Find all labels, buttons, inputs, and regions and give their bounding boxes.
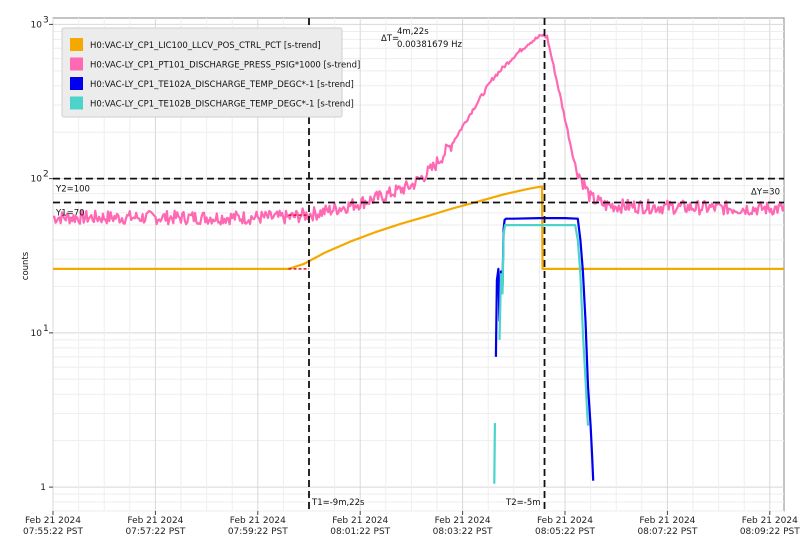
y-tick-exponent: 2 (43, 170, 49, 180)
cursor-t2-label: T2=-5m (505, 498, 540, 508)
cursor-y2-label: Y2=100 (55, 185, 90, 195)
x-tick-label-time: 08:01:22 PST (330, 527, 390, 537)
y-tick-label: 10 (31, 329, 43, 339)
x-tick-label-time: 08:03:22 PST (433, 527, 493, 537)
x-tick-label-time: 07:59:22 PST (228, 527, 288, 537)
x-tick-label-date: Feb 21 2024 (230, 516, 286, 526)
delta-t-frequency: 0.00381679 Hz (397, 40, 462, 50)
cursor-y1-label: Y1=70 (55, 209, 85, 219)
x-tick-label-date: Feb 21 2024 (639, 516, 695, 526)
x-tick-label-time: 08:05:22 PST (535, 527, 595, 537)
y-tick-label: 10 (31, 175, 43, 185)
legend-entry-1: H0:VAC-LY_CP1_LIC100_LLCV_POS_CTRL_PCT [… (90, 41, 321, 51)
x-tick-label-time: 08:07:22 PST (637, 527, 697, 537)
x-tick-label-date: Feb 21 2024 (742, 516, 798, 526)
y-tick-exponent: 1 (43, 324, 49, 334)
x-tick-label-date: Feb 21 2024 (127, 516, 183, 526)
series-line-1 (53, 185, 784, 270)
legend-swatch-3 (70, 77, 83, 90)
x-tick-label-date: Feb 21 2024 (332, 516, 388, 526)
y-tick-label: 1 (40, 483, 46, 493)
cursor-t1-label: T1=-9m,22s (311, 498, 365, 508)
legend-swatch-4 (70, 96, 83, 110)
legend: H0:VAC-LY_CP1_LIC100_LLCV_POS_CTRL_PCT [… (61, 27, 360, 118)
y-axis-label: counts (21, 251, 31, 280)
y-tick-exponent: 3 (43, 15, 49, 25)
x-tick-label-time: 07:55:22 PST (23, 527, 83, 537)
x-tick-label-time: 08:09:22 PST (740, 527, 800, 537)
series-line-4 (498, 224, 590, 426)
y-tick-label: 10 (31, 20, 43, 30)
delta-y-label: ΔY=30 (751, 188, 780, 198)
delta-t-value: 4m,22s (397, 27, 429, 37)
legend-swatch-1 (70, 38, 83, 51)
x-tick-label-date: Feb 21 2024 (25, 516, 81, 526)
x-tick-label-date: Feb 21 2024 (537, 516, 593, 526)
legend-swatch-2 (70, 57, 83, 71)
x-tick-label-time: 07:57:22 PST (125, 527, 185, 537)
legend-entry-2: H0:VAC-LY_CP1_PT101_DISCHARGE_PRESS_PSIG… (90, 61, 360, 71)
y-axis-ticks: 10 310 210 11 (31, 15, 53, 493)
legend-entry-4: H0:VAC-LY_CP1_TE102B_DISCHARGE_TEMP_DEGC… (90, 100, 354, 110)
x-tick-label-date: Feb 21 2024 (435, 516, 491, 526)
legend-entry-3: H0:VAC-LY_CP1_TE102A_DISCHARGE_TEMP_DEGC… (90, 80, 354, 90)
legend-box (61, 27, 343, 118)
delta-t-label: ΔT= (381, 34, 399, 44)
series-line-4 (493, 423, 496, 484)
